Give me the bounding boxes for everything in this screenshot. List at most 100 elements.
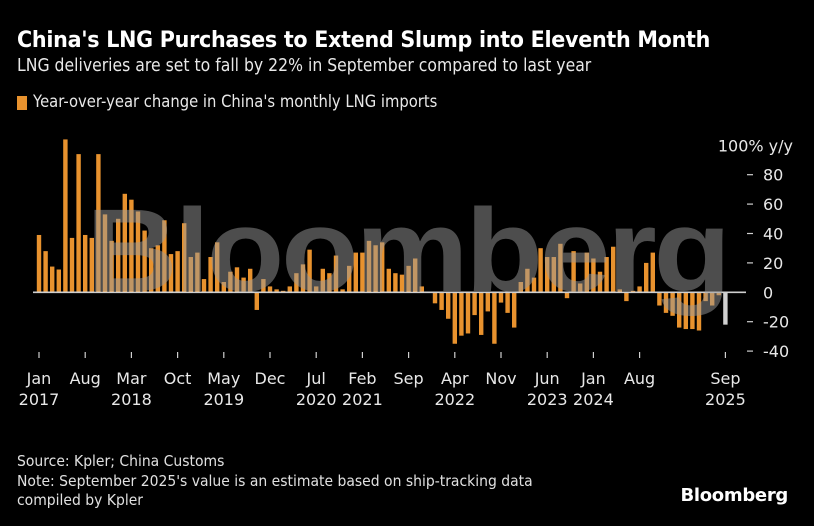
x-tick-label: 2021 xyxy=(342,390,383,409)
bar xyxy=(505,292,510,313)
bar xyxy=(518,282,523,293)
bar xyxy=(353,252,358,293)
bar xyxy=(168,254,174,293)
bar xyxy=(564,292,570,299)
bar xyxy=(393,273,398,293)
x-tick-label: Nov xyxy=(485,369,516,388)
bar xyxy=(584,252,589,293)
y-axis-unit-label: 100% y/y xyxy=(718,136,793,155)
bar xyxy=(498,292,504,303)
bar xyxy=(76,154,81,293)
bar xyxy=(690,292,695,330)
bar xyxy=(644,262,649,293)
bar xyxy=(195,252,200,293)
bar xyxy=(201,279,207,293)
bar xyxy=(274,289,279,293)
bar xyxy=(512,292,517,328)
x-tick-label: Jan xyxy=(26,369,52,388)
bar xyxy=(677,292,682,328)
bar xyxy=(50,266,55,293)
bar xyxy=(373,245,378,293)
x-tick-label: 2017 xyxy=(19,390,60,409)
bar xyxy=(347,265,352,293)
bar xyxy=(432,292,438,304)
bar xyxy=(83,234,88,293)
watermark: Bloomberg xyxy=(86,185,728,317)
y-tick-label: 80 xyxy=(763,166,783,185)
bar xyxy=(261,279,266,293)
bar xyxy=(333,255,339,293)
bar xyxy=(254,292,259,310)
bar xyxy=(320,268,325,293)
bar xyxy=(142,230,147,293)
footnote-line-1: Note: September 2025's value is an estim… xyxy=(17,472,533,490)
bar xyxy=(69,237,75,293)
bar xyxy=(452,292,457,344)
bar xyxy=(149,248,154,293)
bar xyxy=(294,273,299,293)
bar xyxy=(604,257,609,293)
bar xyxy=(472,292,477,316)
bar xyxy=(155,245,160,293)
bar xyxy=(637,286,642,293)
bar xyxy=(446,292,451,319)
bar xyxy=(696,292,702,331)
bar xyxy=(102,214,108,293)
legend-swatch xyxy=(17,96,27,110)
bar xyxy=(525,268,530,293)
bar xyxy=(248,268,253,293)
bar xyxy=(545,257,550,293)
y-tick-label: 40 xyxy=(763,225,783,244)
bar xyxy=(650,252,655,293)
bar xyxy=(492,292,497,344)
bar xyxy=(228,271,233,293)
footnote-line-2: compiled by Kpler xyxy=(17,491,144,509)
bar xyxy=(267,286,273,293)
bar xyxy=(591,258,596,293)
x-tick-label: Apr xyxy=(441,369,469,388)
x-tick-label: Aug xyxy=(70,369,101,388)
bar xyxy=(617,289,622,293)
x-tick-label: 2024 xyxy=(573,390,614,409)
bar xyxy=(175,251,180,293)
bar xyxy=(360,252,365,293)
bar xyxy=(43,251,48,293)
chart-title: China's LNG Purchases to Extend Slump in… xyxy=(17,28,711,53)
bar xyxy=(703,292,708,302)
x-tick-label: Aug xyxy=(624,369,655,388)
bar xyxy=(63,139,68,293)
x-tick-label: Mar xyxy=(116,369,147,388)
bar xyxy=(611,246,616,293)
bar xyxy=(670,292,675,316)
bar xyxy=(122,193,127,293)
bar xyxy=(135,211,141,293)
bloomberg-logo: Bloomberg xyxy=(680,485,788,506)
bar xyxy=(129,199,134,293)
bar xyxy=(89,237,94,293)
bar xyxy=(459,292,464,336)
y-tick-label: 0 xyxy=(763,283,773,302)
x-tick-label: Sep xyxy=(710,369,740,388)
bar-estimate xyxy=(723,292,728,325)
bar xyxy=(413,258,418,293)
x-tick-label: 2019 xyxy=(203,390,244,409)
bar xyxy=(716,292,721,296)
bar xyxy=(578,283,583,293)
bar xyxy=(182,223,187,293)
x-tick-label: 2020 xyxy=(296,390,337,409)
bar xyxy=(208,257,213,293)
x-tick-label: Dec xyxy=(255,369,286,388)
x-tick-label: Jan xyxy=(580,369,606,388)
bar xyxy=(36,234,42,293)
bar xyxy=(558,243,563,293)
bar xyxy=(109,240,114,293)
bar xyxy=(234,267,240,293)
bar xyxy=(96,154,101,293)
x-tick-label: 2018 xyxy=(111,390,152,409)
chart-subtitle: LNG deliveries are set to fall by 22% in… xyxy=(17,55,592,76)
y-axis: 100% y/y 80 60 40 20 0 -20 -40 xyxy=(718,136,793,361)
bar xyxy=(287,286,292,293)
bar xyxy=(465,292,471,334)
bars-group xyxy=(36,139,728,344)
